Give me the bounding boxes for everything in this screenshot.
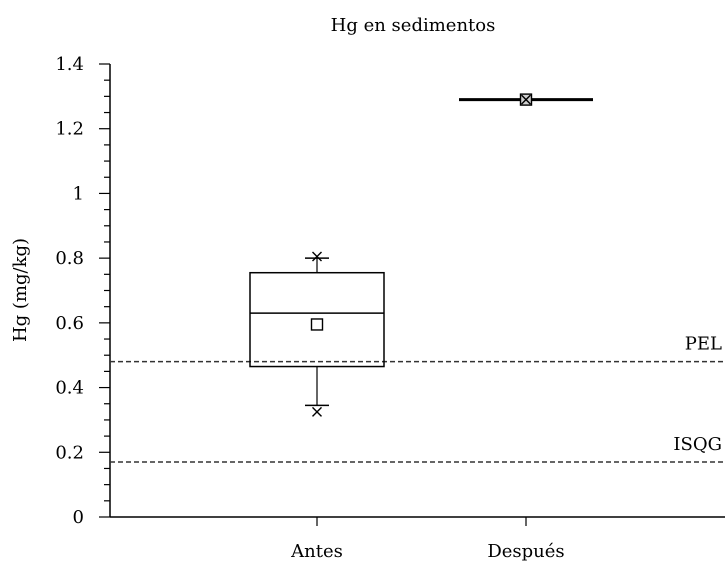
max-marker [521, 94, 531, 105]
reference-lines: PEL ISQG [110, 334, 725, 463]
y-axis: 0 0.2 0.4 0.6 0.8 1 1.2 1.4 [55, 54, 111, 528]
box-group [249, 251, 385, 417]
y-axis-label: Hg (mg/kg) [10, 238, 31, 342]
max-marker-stroke-b [521, 94, 531, 105]
box-iqr [249, 271, 385, 368]
boxes [249, 93, 593, 417]
x-axis: Antes Después [110, 516, 725, 562]
min-marker [312, 406, 322, 417]
chart-title: Hg en sedimentos [331, 15, 496, 36]
isqg-label: ISQG [673, 434, 722, 455]
pel-label: PEL [685, 334, 722, 355]
y-tick-label: 1 [73, 183, 84, 204]
box-group [459, 93, 593, 106]
y-tick-label: 1.2 [55, 119, 84, 140]
y-tick-label: 0.6 [55, 313, 84, 334]
x-tick-label: Después [487, 541, 564, 562]
min-marker-stroke-b [312, 406, 322, 417]
max-marker [312, 251, 322, 262]
y-tick-label: 0.4 [55, 378, 84, 399]
x-tick-label: Antes [290, 541, 343, 562]
y-tick-label: 1.4 [55, 54, 84, 75]
max-marker-stroke-b [312, 251, 322, 262]
mean-marker [310, 318, 324, 331]
y-tick-label: 0.8 [55, 248, 84, 269]
y-tick-label: 0.2 [55, 442, 84, 463]
y-tick-label: 0 [73, 507, 84, 528]
